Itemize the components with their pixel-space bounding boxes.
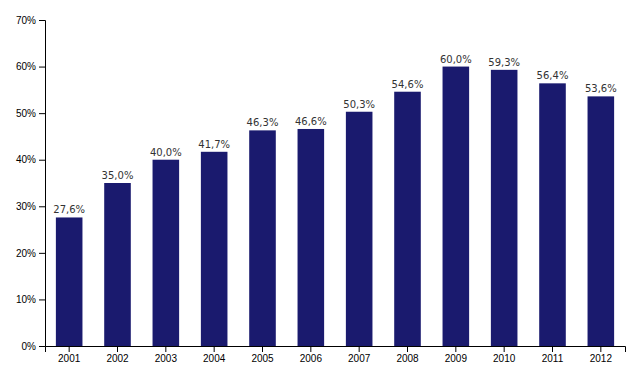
y-axis: 0% 10% 20% 30% 40% 50% 60% 70% xyxy=(16,15,46,352)
chart: 0%10%20%30%40%50%60%70%20012002200320042… xyxy=(0,0,640,376)
tick-mark xyxy=(39,67,45,68)
tick-label: 2005 xyxy=(251,353,274,364)
axis-line xyxy=(39,21,46,347)
bar xyxy=(394,92,421,346)
data-label: 40,0% xyxy=(150,147,182,158)
tick: 2001 xyxy=(58,346,81,364)
tick: 70% xyxy=(16,15,45,26)
data-label: 35,0% xyxy=(102,170,134,181)
tick-mark xyxy=(455,346,456,352)
tick-mark xyxy=(359,346,360,352)
tick-label: 2004 xyxy=(203,353,226,364)
tick-mark xyxy=(165,346,166,352)
data-label: 59,3% xyxy=(488,57,520,68)
bar xyxy=(249,130,276,346)
tick-mark xyxy=(39,253,45,254)
tick-mark xyxy=(39,206,45,207)
bar xyxy=(153,160,180,346)
data-labels: 27,6% 35,0% 40,0% 41,7% 46,3% 46,6% 50,3% 54,6%… xyxy=(53,54,616,216)
data-label: 56,4% xyxy=(537,70,569,81)
tick: 50% xyxy=(16,108,45,119)
tick-label: 2010 xyxy=(493,353,516,364)
tick: 0% xyxy=(22,341,45,352)
tick-mark xyxy=(504,346,505,352)
tick-mark xyxy=(407,346,408,352)
tick-mark xyxy=(69,346,70,352)
tick: 2002 xyxy=(106,346,129,364)
bar xyxy=(298,129,325,346)
data-label: 41,7% xyxy=(198,139,230,150)
tick: 2012 xyxy=(590,346,613,364)
tick-label: 40% xyxy=(16,154,36,165)
tick: 2006 xyxy=(300,346,323,364)
tick-mark xyxy=(39,113,45,114)
tick: 10% xyxy=(16,294,45,305)
plot: 0%10%20%30%40%50%60%70%20012002200320042… xyxy=(16,15,626,364)
tick: 2009 xyxy=(445,346,468,364)
bar xyxy=(104,183,131,346)
tick-label: 0% xyxy=(22,341,37,352)
bar xyxy=(201,152,228,346)
bar xyxy=(588,96,615,346)
tick: 2003 xyxy=(155,346,178,364)
bar xyxy=(491,70,518,346)
tick: 40% xyxy=(16,154,45,165)
tick-label: 2002 xyxy=(106,353,129,364)
data-label: 46,3% xyxy=(247,117,279,128)
tick-label: 50% xyxy=(16,108,36,119)
bars xyxy=(56,67,614,346)
tick-mark xyxy=(262,346,263,352)
bar xyxy=(56,217,83,346)
tick-mark xyxy=(39,20,45,21)
data-label: 54,6% xyxy=(392,79,424,90)
tick-label: 2009 xyxy=(445,353,468,364)
tick: 2011 xyxy=(542,346,564,364)
tick: 20% xyxy=(16,248,45,259)
tick-mark xyxy=(39,346,45,347)
tick-mark xyxy=(117,346,118,352)
tick-label: 2007 xyxy=(348,353,371,364)
bar xyxy=(346,112,373,346)
tick-label: 2003 xyxy=(155,353,178,364)
bar xyxy=(539,83,566,346)
tick: 2007 xyxy=(348,346,371,364)
axis-line xyxy=(46,347,626,353)
tick: 30% xyxy=(16,201,45,212)
tick: 60% xyxy=(16,61,45,72)
tick: 2010 xyxy=(493,346,516,364)
data-label: 53,6% xyxy=(585,83,617,94)
data-label: 46,6% xyxy=(295,116,327,127)
tick-mark xyxy=(310,346,311,352)
tick-mark xyxy=(600,346,601,352)
data-label: 50,3% xyxy=(343,99,375,110)
tick-mark xyxy=(39,160,45,161)
data-label: 27,6% xyxy=(53,204,85,215)
tick-label: 2008 xyxy=(396,353,419,364)
tick-label: 2011 xyxy=(542,353,564,364)
tick-label: 2012 xyxy=(590,353,613,364)
tick-label: 2001 xyxy=(58,353,81,364)
tick: 2004 xyxy=(203,346,226,364)
bar xyxy=(443,67,470,346)
tick-mark xyxy=(39,299,45,300)
tick: 2005 xyxy=(251,346,274,364)
tick: 2008 xyxy=(396,346,419,364)
tick-mark xyxy=(214,346,215,352)
tick-mark xyxy=(552,346,553,352)
tick-label: 20% xyxy=(16,248,36,259)
x-axis: 2001 2002 2003 2004 2005 2006 2007 2008 2009 2010… xyxy=(46,346,626,364)
tick-label: 30% xyxy=(16,201,36,212)
data-label: 60,0% xyxy=(440,54,472,65)
tick-label: 2006 xyxy=(300,353,323,364)
tick-label: 70% xyxy=(16,15,36,26)
tick-label: 60% xyxy=(16,61,36,72)
tick-label: 10% xyxy=(16,294,36,305)
